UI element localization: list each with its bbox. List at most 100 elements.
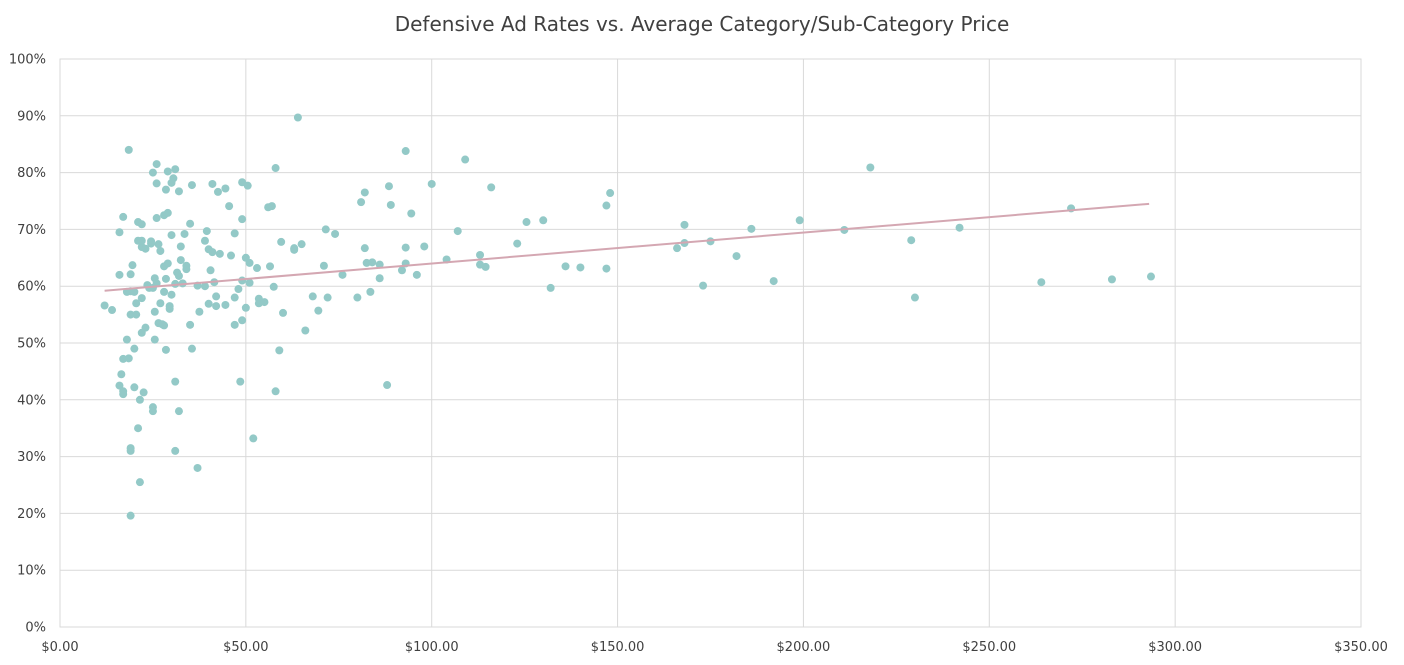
data-point bbox=[546, 283, 555, 292]
data-point bbox=[148, 407, 157, 416]
y-tick-label: 100% bbox=[9, 53, 46, 68]
data-point bbox=[357, 198, 366, 207]
data-point bbox=[680, 220, 689, 229]
y-tick-label: 50% bbox=[17, 337, 46, 352]
x-tick-label: $200.00 bbox=[777, 640, 831, 655]
data-point bbox=[360, 244, 369, 253]
data-point bbox=[160, 287, 169, 296]
data-point bbox=[126, 511, 135, 520]
data-point bbox=[124, 354, 133, 363]
data-point bbox=[180, 229, 189, 238]
data-point bbox=[241, 303, 250, 312]
data-point bbox=[187, 181, 196, 190]
data-point bbox=[321, 225, 330, 234]
data-point bbox=[202, 227, 211, 236]
data-point bbox=[539, 216, 548, 225]
plot-area-border bbox=[59, 58, 1362, 628]
data-point bbox=[165, 302, 174, 311]
data-point bbox=[267, 202, 276, 211]
data-point bbox=[293, 113, 302, 122]
data-point bbox=[167, 290, 176, 299]
data-point bbox=[795, 216, 804, 225]
data-point bbox=[238, 215, 247, 224]
data-point bbox=[169, 174, 178, 183]
y-tick-label: 60% bbox=[17, 280, 46, 295]
y-tick-label: 40% bbox=[17, 393, 46, 408]
data-point bbox=[128, 261, 137, 270]
data-point bbox=[314, 306, 323, 315]
data-point bbox=[137, 294, 146, 303]
data-point bbox=[108, 306, 117, 315]
data-point bbox=[100, 301, 109, 310]
data-point bbox=[866, 163, 875, 172]
data-point bbox=[481, 262, 490, 271]
data-point bbox=[375, 274, 384, 283]
data-point bbox=[225, 202, 234, 211]
data-point bbox=[360, 188, 369, 197]
data-point bbox=[221, 184, 230, 193]
data-point bbox=[602, 264, 611, 273]
data-point bbox=[193, 463, 202, 472]
data-point bbox=[117, 370, 126, 379]
data-point bbox=[522, 218, 531, 227]
data-point bbox=[132, 299, 141, 308]
data-point bbox=[230, 293, 239, 302]
data-point bbox=[154, 240, 163, 249]
data-point bbox=[245, 278, 254, 287]
data-point bbox=[1037, 278, 1046, 287]
data-point bbox=[212, 302, 221, 311]
data-point bbox=[186, 320, 195, 329]
data-point bbox=[187, 344, 196, 353]
data-point bbox=[266, 262, 275, 271]
data-point bbox=[461, 155, 470, 164]
data-point bbox=[171, 446, 180, 455]
data-point bbox=[602, 201, 611, 210]
data-point bbox=[206, 266, 215, 275]
data-point bbox=[150, 307, 159, 316]
data-point bbox=[141, 244, 150, 253]
data-point bbox=[135, 478, 144, 487]
y-tick-label: 10% bbox=[17, 564, 46, 579]
data-point bbox=[167, 231, 176, 240]
data-point bbox=[176, 242, 185, 251]
trendline-layer bbox=[104, 202, 1150, 292]
data-point bbox=[338, 270, 347, 279]
data-point bbox=[732, 252, 741, 261]
data-point bbox=[301, 326, 310, 335]
data-point bbox=[383, 381, 392, 390]
data-point bbox=[230, 320, 239, 329]
data-point bbox=[606, 189, 615, 198]
data-point bbox=[147, 237, 156, 246]
data-point bbox=[366, 287, 375, 296]
data-point bbox=[156, 299, 165, 308]
data-point bbox=[171, 377, 180, 386]
data-point bbox=[271, 164, 280, 173]
data-point bbox=[124, 145, 133, 154]
y-tick-label: 30% bbox=[17, 450, 46, 465]
data-point bbox=[119, 387, 128, 396]
data-point bbox=[375, 260, 384, 269]
data-point bbox=[156, 246, 165, 255]
data-point bbox=[161, 185, 170, 194]
data-point bbox=[174, 187, 183, 196]
data-point bbox=[319, 261, 328, 270]
data-point bbox=[910, 293, 919, 302]
data-point bbox=[260, 298, 269, 307]
data-point bbox=[152, 160, 161, 169]
data-point bbox=[135, 395, 144, 404]
x-tick-label: $350.00 bbox=[1334, 640, 1388, 655]
data-point bbox=[176, 256, 185, 265]
data-point bbox=[277, 237, 286, 246]
data-point bbox=[238, 316, 247, 325]
data-point bbox=[226, 251, 235, 260]
data-point bbox=[152, 179, 161, 188]
data-point bbox=[122, 335, 131, 344]
data-point bbox=[476, 250, 485, 259]
data-point bbox=[243, 181, 252, 190]
data-point bbox=[275, 346, 284, 355]
data-point bbox=[245, 258, 254, 267]
data-point bbox=[171, 165, 180, 174]
data-point bbox=[126, 270, 135, 279]
data-point bbox=[401, 243, 410, 252]
data-point bbox=[290, 245, 299, 254]
